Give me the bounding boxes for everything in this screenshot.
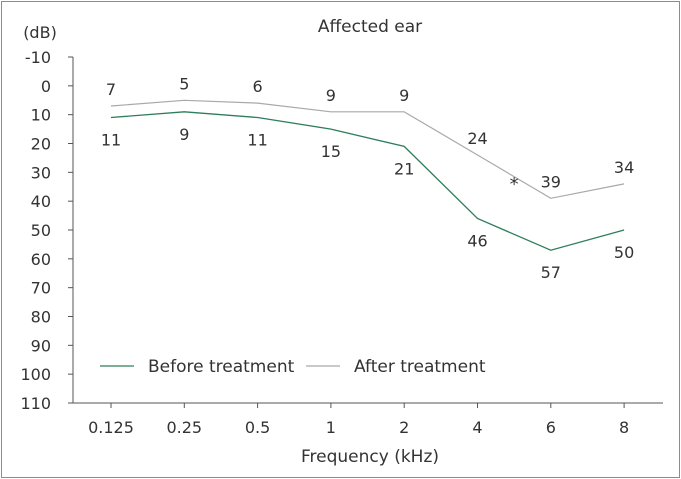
data-label: 15 (321, 142, 341, 161)
series-line-before (110, 111, 625, 251)
y-tick-label: 110 (20, 394, 51, 413)
y-tick-label: 20 (31, 135, 51, 154)
y-tick-label: 50 (31, 221, 51, 240)
axes: -10 0 10 20 30 40 50 60 70 80 90 100 110 0.125 0.25 0.5… (20, 48, 663, 437)
x-tick-label: 0.125 (88, 418, 134, 437)
significance-marker: * (510, 174, 519, 195)
data-label: 6 (253, 77, 263, 96)
x-tick-label: 2 (399, 418, 409, 437)
y-tick-label: 40 (31, 192, 51, 211)
data-label: 11 (101, 131, 121, 150)
y-tick-label: 90 (31, 336, 51, 355)
data-label: 46 (467, 231, 487, 250)
y-axis-unit: (dB) (23, 23, 57, 42)
x-tick-label: 6 (546, 418, 556, 437)
x-axis-title: Frequency (kHz) (301, 447, 439, 467)
data-label: 9 (326, 86, 336, 105)
data-label: 7 (106, 80, 116, 99)
chart-title: Affected ear (318, 17, 422, 37)
data-label: 11 (247, 131, 267, 150)
data-label: 24 (467, 129, 487, 148)
data-label: 57 (541, 263, 561, 282)
series-line-after (110, 99, 625, 199)
y-tick-label: -10 (25, 48, 51, 67)
y-tick-label: 100 (20, 365, 51, 384)
x-tick-label: 0.25 (166, 418, 202, 437)
data-label: 34 (614, 158, 634, 177)
x-tick-label: 8 (619, 418, 629, 437)
y-tick-label: 70 (31, 279, 51, 298)
data-label: 9 (179, 125, 189, 144)
y-tick-label: 0 (41, 77, 51, 96)
data-label: 50 (614, 243, 634, 262)
data-label: 39 (541, 172, 561, 191)
data-label: 21 (394, 159, 414, 178)
series-layer (110, 99, 625, 251)
data-label: 9 (399, 86, 409, 105)
data-labels: 11 9 11 15 21 46 57 50 7 5 6 9 9 24 39 34 * (101, 74, 634, 282)
y-tick-label: 10 (31, 106, 51, 125)
legend-label: After treatment (354, 357, 486, 377)
legend: Before treatment After treatment (100, 357, 486, 377)
data-label: 5 (179, 74, 189, 93)
y-tick-label: 60 (31, 250, 51, 269)
legend-label: Before treatment (148, 357, 295, 377)
y-tick-label: 30 (31, 163, 51, 182)
x-tick-label: 4 (472, 418, 482, 437)
y-tick-label: 80 (31, 308, 51, 327)
x-tick-label: 1 (326, 418, 336, 437)
x-tick-label: 0.5 (245, 418, 270, 437)
